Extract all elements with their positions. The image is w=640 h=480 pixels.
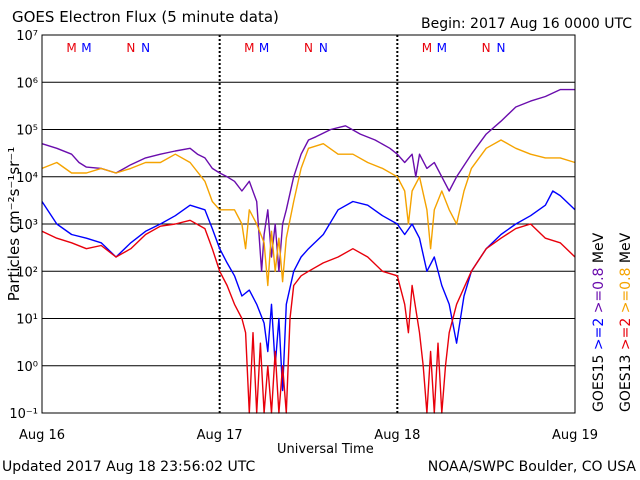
legend-entry: GOES15	[591, 355, 607, 412]
x-tick-label: Aug 19	[552, 428, 598, 443]
day-marker-label: N	[126, 41, 135, 55]
day-marker-label: M	[259, 41, 269, 55]
legend-column: GOES13 >=2 >=0.8 MeV	[618, 232, 634, 412]
y-tick-label: 10⁷	[16, 29, 38, 44]
legend-entry: >=0.8	[618, 268, 634, 318]
chart-title: GOES Electron Flux (5 minute data)	[12, 8, 279, 26]
grid-lines	[42, 81, 575, 367]
day-marker-label: N	[496, 41, 505, 55]
x-tick-label: Aug 16	[19, 428, 65, 443]
x-tick-labels: Aug 16 Aug 17 Aug 18 Aug 19	[19, 428, 598, 443]
y-tick-labels: 10⁷ 10⁶ 10⁵ 10⁴ 10³ 10² 10¹ 10⁰ 10⁻¹	[9, 29, 38, 422]
day-marker-label: M	[81, 41, 91, 55]
day-marker-label: M	[422, 41, 432, 55]
x-tick-label: Aug 18	[374, 428, 420, 443]
updated-timestamp: Updated 2017 Aug 18 23:56:02 UTC	[2, 459, 256, 475]
legend-entry: MeV	[591, 232, 607, 267]
day-marker-label: M	[66, 41, 76, 55]
plot-frame	[41, 34, 576, 414]
day-marker-label: N	[482, 41, 491, 55]
day-marker-label: N	[304, 41, 313, 55]
day-marker-label: M	[437, 41, 447, 55]
y-tick-label: 10³	[16, 218, 38, 233]
y-tick-label: 10⁶	[16, 76, 38, 91]
x-tick-label: Aug 17	[197, 428, 243, 443]
series-line	[41, 190, 576, 392]
y-tick-label: 10⁻¹	[9, 407, 38, 422]
legend-entry: >=2	[618, 318, 634, 355]
series-line	[41, 139, 576, 287]
day-marker-label: N	[141, 41, 150, 55]
credit-label: NOAA/SWPC Boulder, CO USA	[427, 459, 636, 475]
legend-entry: >=2	[591, 318, 607, 355]
y-tick-label: 10¹	[16, 313, 38, 328]
series-line	[41, 219, 576, 414]
legend-entry: GOES13	[618, 355, 634, 412]
y-tick-label: 10²	[16, 265, 38, 280]
legend-entry: MeV	[618, 232, 634, 267]
begin-time-label: Begin: 2017 Aug 16 0000 UTC	[421, 16, 632, 32]
y-axis-title: Particles cm⁻²s⁻¹sr⁻¹	[5, 147, 23, 301]
series-line	[41, 88, 575, 272]
legend-column: GOES15 >=2 >=0.8 MeV	[591, 232, 607, 412]
y-axis-title-group: Particles cm⁻²s⁻¹sr⁻¹	[5, 147, 23, 301]
x-axis-title: Universal Time	[277, 442, 374, 457]
day-marker-label: N	[319, 41, 328, 55]
y-tick-label: 10⁴	[16, 171, 38, 186]
legend-entry: >=0.8	[591, 268, 607, 318]
day-marker-label: M	[244, 41, 254, 55]
series-group	[41, 88, 576, 414]
y-tick-label: 10⁵	[16, 124, 38, 139]
y-tick-label: 10⁰	[16, 360, 38, 375]
